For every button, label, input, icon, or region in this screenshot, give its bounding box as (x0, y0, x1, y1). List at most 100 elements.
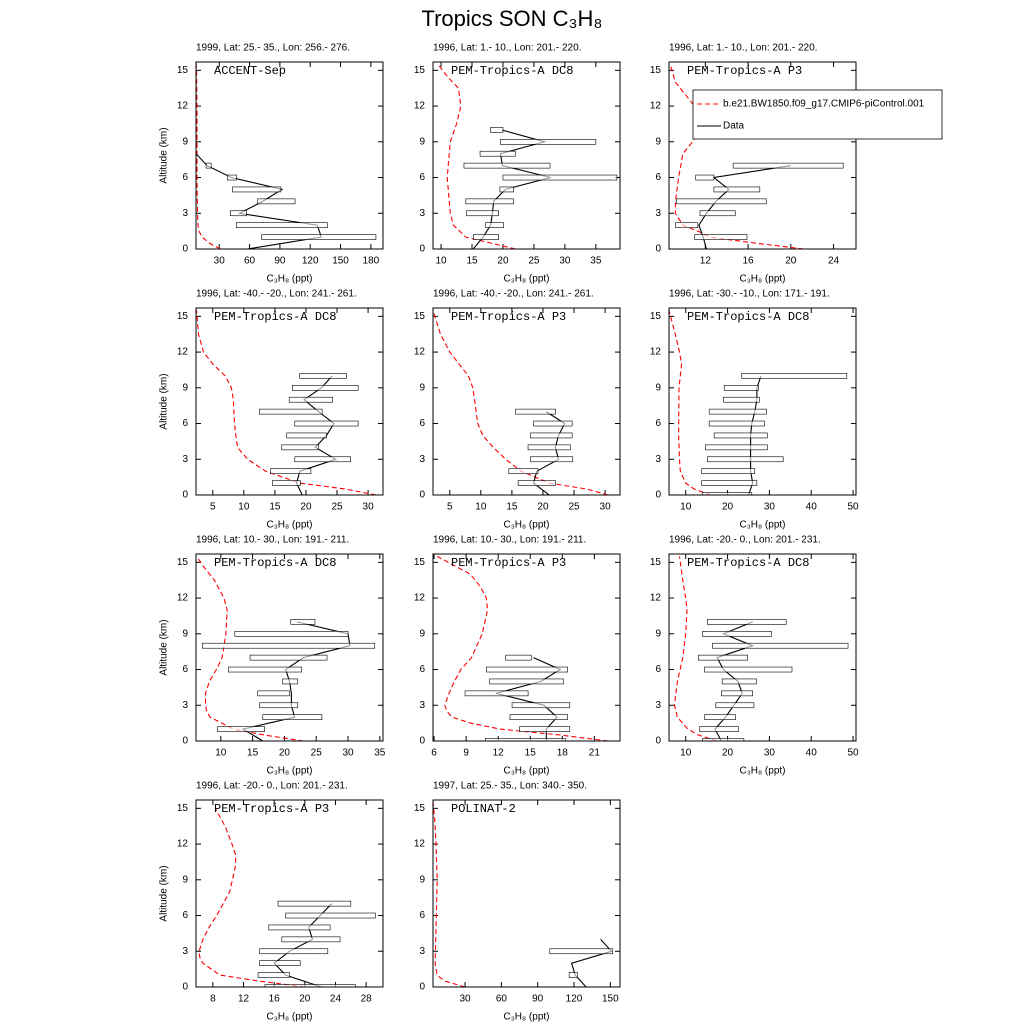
x-tick-label: 10 (475, 502, 487, 513)
x-tick-label: 60 (496, 994, 508, 1005)
panel-title: 1997, Lat: 25.- 35., Lon: 340.- 350. (433, 781, 587, 792)
range-box (697, 654, 748, 661)
x-tick-label: 60 (244, 256, 256, 267)
panel-title: 1996, Lat: -20.- 0., Lon: 201.- 231. (196, 781, 348, 792)
x-tick-label: 25 (331, 502, 343, 513)
y-tick-label: 9 (419, 874, 425, 885)
x-tick-label: 28 (361, 994, 373, 1005)
y-tick-label: 3 (655, 700, 661, 711)
y-tick-label: 12 (414, 593, 426, 604)
y-tick-label: 6 (655, 172, 661, 183)
y-tick-label: 6 (419, 172, 425, 183)
range-box (500, 139, 597, 145)
y-tick-label: 12 (177, 839, 189, 850)
x-tick-label: 20 (785, 256, 797, 267)
range-box (723, 396, 760, 403)
y-tick-label: 6 (419, 418, 425, 429)
x-tick-label: 20 (537, 502, 549, 513)
profile-line (198, 808, 305, 987)
panel: 1996, Lat: 10.- 30., Lon: 191.- 211. 6 9 12… (414, 535, 621, 777)
range-box (272, 480, 301, 486)
profile-line (196, 556, 304, 741)
plot-data (433, 310, 609, 495)
profile-line (570, 939, 613, 987)
y-tick-label: 9 (182, 382, 188, 393)
y-tick-label: 12 (177, 347, 189, 358)
y-axis-label: Altitude (km) (159, 619, 170, 675)
range-box (549, 948, 614, 955)
legend-label: Data (723, 121, 745, 132)
panel: 1996, Lat: -40.- -20., Lon: 241.- 261. 5 1… (414, 289, 621, 531)
x-tick-label: 12 (238, 994, 250, 1005)
y-tick-label: 0 (182, 982, 188, 993)
x-tick-label: 30 (342, 748, 354, 759)
plot-frame (432, 553, 621, 742)
x-tick-label: 25 (528, 256, 540, 267)
x-tick-label: 150 (332, 256, 349, 267)
y-tick-label: 0 (655, 736, 661, 747)
x-tick-label: 18 (557, 748, 569, 759)
y-tick-label: 0 (419, 490, 425, 501)
annotation: PEM-Tropics-A P3 (214, 802, 329, 816)
plot-frame (432, 61, 621, 250)
x-tick-label: 16 (269, 994, 281, 1005)
x-axis-label: C₃H₈ (ppt) (503, 274, 549, 285)
range-box (472, 234, 499, 240)
y-tick-label: 0 (419, 982, 425, 993)
range-box (713, 432, 768, 439)
y-tick-label: 15 (414, 65, 426, 76)
y-tick-label: 15 (414, 311, 426, 322)
x-tick-label: 10 (435, 256, 447, 267)
y-tick-label: 6 (655, 664, 661, 675)
x-axis-label: C₃H₈ (ppt) (503, 766, 549, 777)
range-box (259, 702, 299, 709)
x-tick-label: 20 (722, 748, 734, 759)
annotation: PEM-Tropics-A DC8 (214, 556, 336, 570)
range-box (259, 948, 329, 955)
panel-title: 1996, Lat: 1.- 10., Lon: 201.- 220. (669, 43, 817, 54)
x-tick-label: 20 (300, 502, 312, 513)
y-tick-label: 15 (414, 557, 426, 568)
profile-line (437, 64, 516, 249)
range-box (699, 210, 736, 217)
range-box (530, 456, 574, 463)
x-tick-label: 30 (764, 748, 776, 759)
x-tick-label: 120 (302, 256, 319, 267)
panel: 1996, Lat: -20.- 0., Lon: 201.- 231. 10 20… (650, 535, 859, 777)
x-tick-label: 20 (722, 502, 734, 513)
range-box (463, 162, 551, 169)
panel-title: 1996, Lat: -30.- -10., Lon: 171.- 191. (669, 289, 830, 300)
range-box (505, 654, 532, 661)
range-box (268, 924, 331, 931)
plot-frame (432, 307, 621, 496)
range-box (675, 222, 699, 228)
x-tick-label: 5 (210, 502, 216, 513)
range-box (202, 642, 376, 649)
x-tick-label: 40 (806, 748, 818, 759)
range-box (704, 666, 793, 673)
profile-line (437, 555, 609, 741)
x-tick-label: 5 (447, 502, 453, 513)
range-box (511, 702, 571, 709)
y-tick-label: 9 (182, 874, 188, 885)
x-tick-label: 30 (363, 502, 375, 513)
y-tick-label: 6 (182, 664, 188, 675)
y-tick-label: 12 (414, 347, 426, 358)
range-box (741, 373, 848, 379)
x-axis-label: C₃H₈ (ppt) (266, 274, 312, 285)
x-tick-label: 15 (269, 502, 281, 513)
range-box (288, 396, 333, 403)
y-tick-label: 3 (419, 946, 425, 957)
range-box (259, 408, 323, 415)
plot-frame (195, 799, 384, 988)
x-axis-label: C₃H₈ (ppt) (739, 274, 785, 285)
x-tick-label: 25 (568, 502, 580, 513)
range-box (290, 619, 316, 625)
y-tick-label: 3 (419, 700, 425, 711)
annotation: PEM-Tropics-A DC8 (687, 556, 809, 570)
range-box (490, 127, 504, 133)
x-tick-label: 21 (589, 748, 601, 759)
x-tick-label: 6 (431, 748, 437, 759)
y-tick-label: 15 (177, 311, 189, 322)
panel-title: 1996, Lat: 10.- 30., Lon: 191.- 211. (196, 535, 349, 546)
